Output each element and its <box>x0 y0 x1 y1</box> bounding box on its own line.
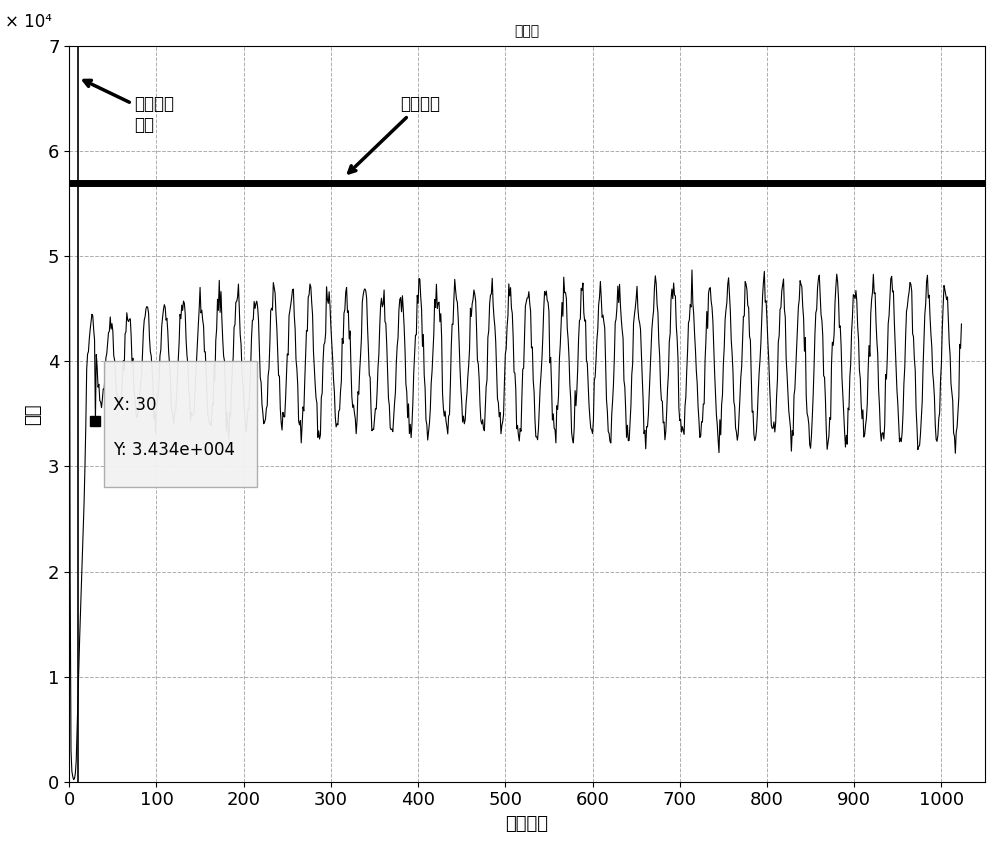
X-axis label: 采样点数: 采样点数 <box>506 815 549 833</box>
Title: 时域图: 时域图 <box>515 24 540 38</box>
Text: 检测门限: 检测门限 <box>349 95 441 173</box>
Text: × 10⁴: × 10⁴ <box>5 14 52 31</box>
Text: X: 30: X: 30 <box>113 397 156 415</box>
FancyBboxPatch shape <box>104 361 257 488</box>
Y-axis label: 幅度: 幅度 <box>24 403 42 425</box>
Text: Y: 3.434e+004: Y: 3.434e+004 <box>113 441 235 459</box>
Text: 冲击响应
干扰: 冲击响应 干扰 <box>84 81 175 134</box>
